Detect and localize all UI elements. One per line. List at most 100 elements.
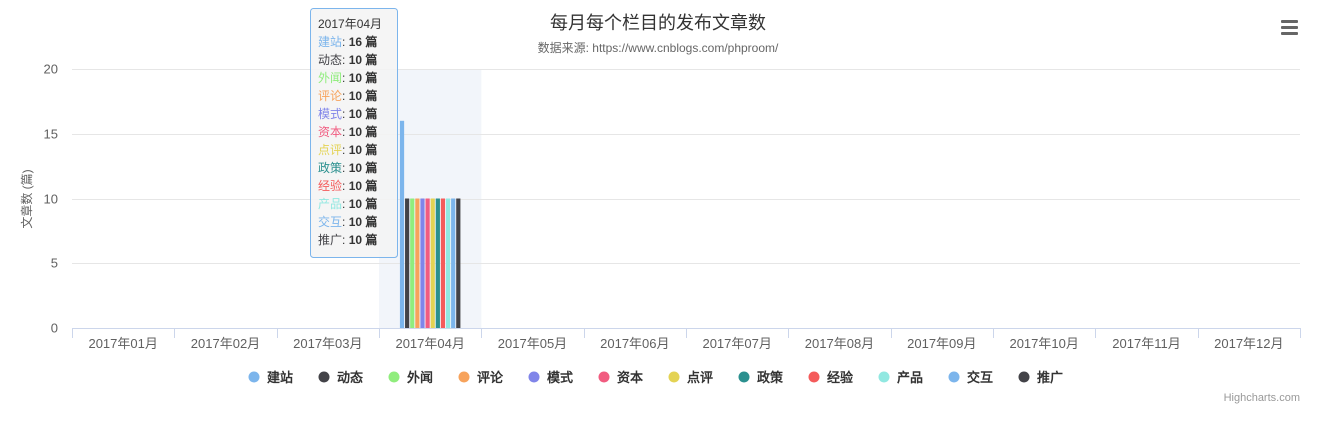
chart-subtitle: 数据来源: https://www.cnblogs.com/phproom/: [538, 40, 779, 55]
legend-item-产品[interactable]: 产品: [878, 370, 924, 385]
bar-layer: [399, 120, 461, 329]
y-tick-layer: 0 5 10 15 20: [44, 62, 58, 336]
grid-layer: [72, 69, 1300, 264]
tooltip-value: 10 篇: [349, 70, 378, 85]
x-axis-layer: 2017年01月 2017年02月 2017年03月 2017年04月 2017年05月…: [72, 328, 1301, 351]
tooltip-value: 10 篇: [349, 52, 378, 67]
legend-item-动态[interactable]: 动态: [318, 370, 364, 385]
legend-item-点评[interactable]: 点评: [668, 370, 714, 385]
legend-label: 评论: [477, 370, 504, 385]
legend-label: 政策: [757, 370, 784, 385]
bar-政策[interactable]: [435, 198, 440, 329]
tooltip-value: 10 篇: [349, 232, 378, 247]
legend-symbol: [598, 371, 610, 383]
legend-label: 产品: [897, 370, 923, 385]
legend-item-建站[interactable]: 建站: [248, 370, 294, 385]
hamburger-menu-icon[interactable]: [1275, 14, 1305, 40]
bar-评论[interactable]: [415, 198, 420, 329]
tooltip-value: 10 篇: [349, 214, 378, 229]
tooltip-row: 资本: 10 篇: [318, 124, 377, 139]
legend-item-外闻[interactable]: 外闻: [388, 370, 434, 385]
tooltip-series-name: 外闻: [318, 71, 342, 85]
tooltip-row: 推广: 10 篇: [318, 232, 377, 247]
bar-资本[interactable]: [425, 198, 430, 329]
legend-label: 外闻: [406, 370, 433, 385]
legend-symbol: [738, 371, 750, 383]
x-tick-label: 2017年05月: [498, 336, 567, 351]
bar-推广[interactable]: [456, 198, 461, 329]
legend-label: 建站: [267, 370, 293, 385]
legend-item-模式[interactable]: 模式: [528, 370, 574, 385]
x-tick-label: 2017年03月: [293, 336, 362, 351]
bar-动态[interactable]: [405, 198, 410, 329]
y-tick-label: 5: [51, 256, 58, 271]
tooltip-series-name: 评论: [318, 89, 342, 103]
y-tick-label: 0: [51, 321, 58, 336]
y-tick-label: 20: [44, 62, 58, 77]
tooltip-series-name: 模式: [318, 107, 342, 121]
chart-title: 每月每个栏目的发布文章数: [550, 13, 766, 33]
legend-label: 推广: [1037, 370, 1063, 385]
legend-symbol: [458, 371, 470, 383]
credits-link[interactable]: Highcharts.com: [1224, 392, 1300, 404]
legend-label: 经验: [827, 370, 854, 385]
bar-外闻[interactable]: [410, 198, 415, 329]
legend-layer: 建站 动态 外闻 评论 模式 资本 点评 政策 经验 产品 交互 推广: [248, 370, 1064, 385]
bar-点评[interactable]: [430, 198, 435, 329]
legend-item-评论[interactable]: 评论: [458, 370, 505, 385]
legend-symbol: [318, 371, 330, 383]
tooltip-series-name: 建站: [318, 35, 342, 49]
tooltip-series-name: 产品: [318, 197, 342, 211]
tooltip-series-name: 动态: [318, 53, 342, 67]
tooltip-value: 10 篇: [349, 160, 378, 175]
tooltip-series-name: 推广: [318, 233, 342, 247]
tooltip-row: 经验: 10 篇: [318, 178, 377, 193]
tooltip-series-name: 交互: [318, 214, 342, 229]
bar-经验[interactable]: [440, 198, 446, 329]
legend-symbol: [948, 371, 960, 383]
x-tick-label: 2017年06月: [600, 336, 669, 351]
tooltip-row: 动态: 10 篇: [318, 52, 377, 67]
legend-item-经验[interactable]: 经验: [808, 370, 855, 385]
legend-label: 点评: [687, 370, 713, 385]
x-tick-label: 2017年12月: [1214, 336, 1283, 351]
legend-item-推广[interactable]: 推广: [1018, 370, 1064, 385]
legend-symbol: [388, 371, 400, 383]
legend-label: 资本: [617, 370, 643, 385]
legend-symbol: [1018, 371, 1030, 383]
tooltip-value: 16 篇: [349, 34, 378, 49]
tooltip-row: 点评: 10 篇: [318, 142, 377, 157]
tooltip-row: 模式: 10 篇: [318, 106, 377, 121]
legend-item-交互[interactable]: 交互: [948, 370, 994, 385]
x-tick-label: 2017年08月: [805, 336, 874, 351]
bar-产品[interactable]: [445, 198, 451, 329]
tooltip-series-name: 点评: [318, 143, 342, 157]
legend-label: 动态: [337, 370, 363, 385]
bar-交互[interactable]: [451, 198, 456, 329]
x-tick-label: 2017年02月: [191, 336, 260, 351]
tooltip-value: 10 篇: [349, 124, 378, 139]
x-tick-label: 2017年07月: [702, 336, 771, 351]
tooltip-row: 产品: 10 篇: [318, 196, 377, 211]
legend-symbol: [878, 371, 890, 383]
legend-item-政策[interactable]: 政策: [738, 370, 785, 385]
tooltip-value: 10 篇: [349, 178, 378, 193]
legend-item-资本[interactable]: 资本: [598, 370, 644, 385]
bar-模式[interactable]: [420, 198, 425, 329]
tooltip-value: 10 篇: [349, 88, 378, 103]
x-tick-label: 2017年04月: [395, 336, 464, 351]
legend-symbol: [668, 371, 680, 383]
legend-label: 交互: [967, 370, 993, 385]
tooltip-row: 外闻: 10 篇: [318, 70, 377, 85]
y-axis-title: 文章数 (篇): [19, 169, 34, 228]
legend-symbol: [528, 371, 540, 383]
legend-symbol: [248, 371, 260, 383]
tooltip-series-name: 经验: [318, 178, 342, 193]
y-tick-label: 15: [44, 127, 58, 142]
bar-建站[interactable]: [399, 120, 405, 328]
legend-label: 模式: [547, 370, 573, 385]
tooltip-value: 10 篇: [349, 106, 378, 121]
